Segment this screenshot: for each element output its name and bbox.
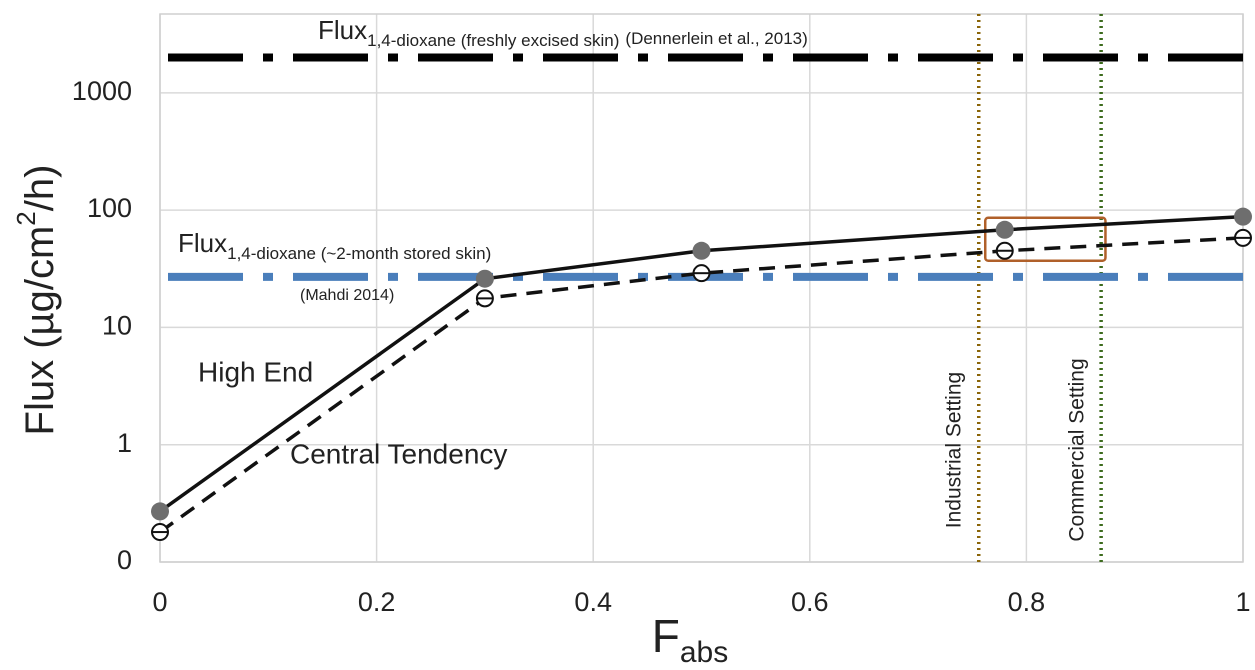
x-axis-label-sub: abs (680, 636, 728, 669)
x-tick-label: 0.6 (791, 587, 829, 617)
marker (151, 502, 169, 521)
reference-label-sub: 1,4-dioxane (freshly excised skin) (367, 31, 619, 50)
reference-note: (Dennerlein et al., 2013) (625, 29, 807, 48)
y-tick-label: 10 (102, 311, 132, 341)
reference-note: (Mahdi 2014) (300, 287, 394, 304)
x-axis-label-main: F (652, 610, 680, 662)
series-label: High End (198, 356, 313, 387)
marker (692, 241, 711, 260)
marker (475, 269, 494, 288)
reference-label: Flux1,4-dioxane (freshly excised skin) (D… (318, 15, 808, 51)
y-axis-label: Flux (µg/cm2/h) (11, 165, 62, 436)
y-axis-label-end: /h) (18, 165, 62, 212)
reference-label-main: Flux (178, 228, 227, 258)
series-line (158, 236, 1244, 534)
y-tick-label: 1 (117, 428, 132, 458)
x-tick-label: 0.2 (358, 587, 396, 617)
x-tick-label: 0.4 (574, 587, 612, 617)
y-tick-label: 1000 (72, 76, 132, 106)
reference-label: Flux1,4-dioxane (~2-month stored skin) (178, 228, 491, 264)
y-tick-label: 100 (87, 193, 132, 223)
marker (995, 220, 1014, 239)
x-tick-label: 0 (152, 587, 167, 617)
setting-label: Commercial Setting (1066, 358, 1089, 541)
y-tick-label: 0 (117, 545, 132, 575)
x-tick-label: 0.8 (1008, 587, 1046, 617)
x-tick-label: 1 (1235, 587, 1250, 617)
highlight-box (983, 216, 1107, 263)
x-axis-label: Fabs (652, 610, 728, 669)
plot-border (159, 13, 1244, 563)
series-label: Central Tendency (290, 438, 507, 469)
y-axis-label-main: Flux (µg/cm (18, 226, 62, 436)
reference-label-main: Flux (318, 15, 367, 45)
setting-label: Industrial Setting (943, 372, 966, 528)
marker (1234, 207, 1252, 226)
reference-label-sub: 1,4-dioxane (~2-month stored skin) (227, 244, 491, 263)
y-axis-label-sup: 2 (11, 211, 41, 225)
